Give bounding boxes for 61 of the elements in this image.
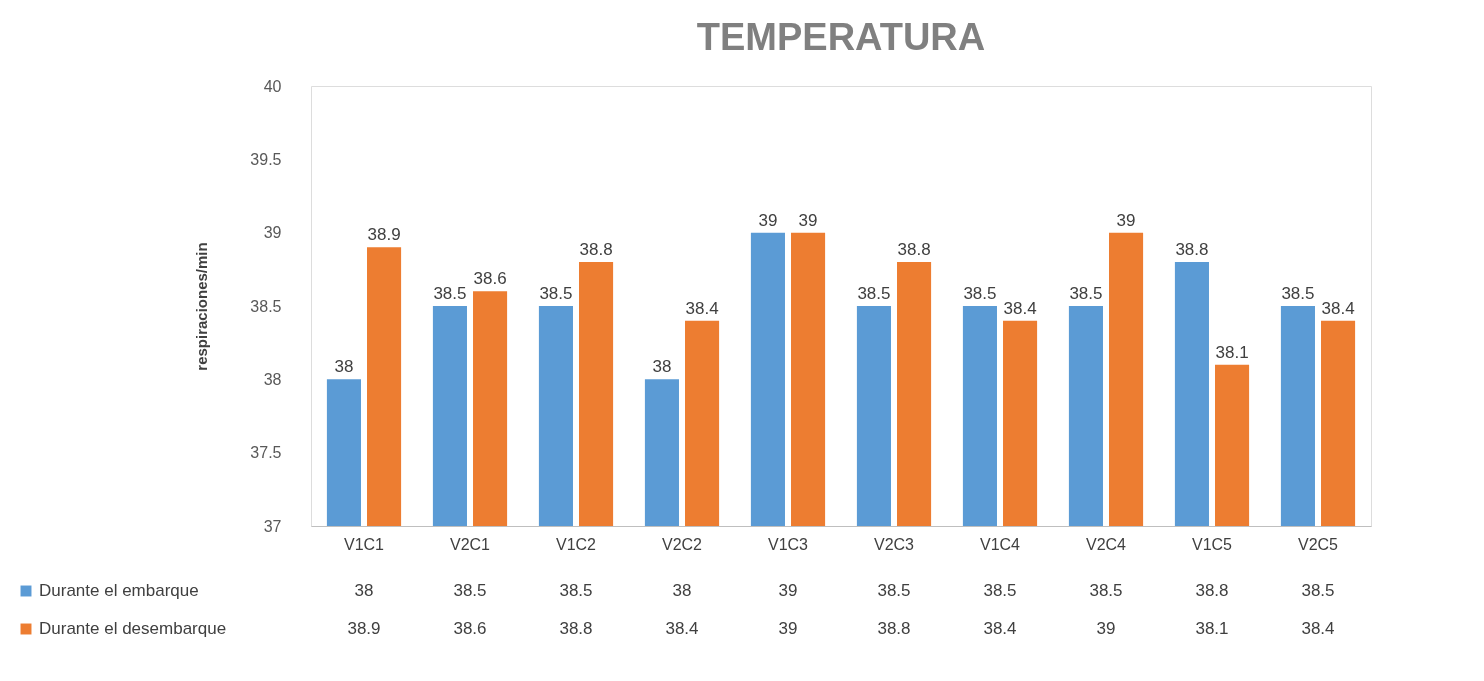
y-axis-title: respiraciones/min <box>193 242 211 371</box>
annotation: 39 <box>798 210 818 230</box>
annotation: 38.5 <box>539 284 573 303</box>
chart-title: TEMPERATURA <box>696 16 986 58</box>
annotation: 38.6 <box>473 269 507 289</box>
y-tick-label: 39.5 <box>250 150 282 168</box>
y-tick-label: 38.5 <box>250 297 282 315</box>
data-label: 38.5 <box>877 581 911 600</box>
annotation: 38.4 <box>1003 298 1037 318</box>
data-label: 38.9 <box>347 619 381 638</box>
annotation: 38.5 <box>433 284 467 303</box>
x-tick-label: V1C3 <box>767 535 809 553</box>
y-tick-label: 39 <box>263 224 282 242</box>
data-label: 38.6 <box>453 619 487 638</box>
annotation: 38 <box>334 357 354 377</box>
data-label: 38.4 <box>1301 619 1335 638</box>
y-tick-label: 40 <box>263 77 282 95</box>
data-label: 38.5 <box>1301 581 1335 600</box>
annotation: 38.5 <box>1069 284 1103 303</box>
annotation: 38.5 <box>857 284 891 303</box>
data-label: 38.4 <box>665 619 699 638</box>
annotation: 38.9 <box>367 225 401 245</box>
data-label: 38.5 <box>1089 581 1123 600</box>
data-label: 38.8 <box>877 619 911 638</box>
annotation: 39 <box>758 210 778 230</box>
annotation: 38.4 <box>1321 298 1355 318</box>
x-tick-label: V2C1 <box>449 535 491 553</box>
legend-label: Durante el desembarque <box>39 619 227 638</box>
x-tick-label: V1C5 <box>1191 535 1233 553</box>
data-label: 38.5 <box>983 581 1017 600</box>
data-label: 39 <box>778 581 798 600</box>
annotation: 38 <box>652 357 672 377</box>
x-tick-label: V2C5 <box>1297 535 1339 553</box>
data-label: 38.5 <box>453 581 487 600</box>
x-tick-label: V1C1 <box>343 535 385 553</box>
data-label: 38.5 <box>559 581 593 600</box>
data-label: 39 <box>1096 619 1116 638</box>
y-tick-label: 37 <box>263 517 282 535</box>
annotation: 38.4 <box>685 298 719 318</box>
annotation: 38.5 <box>963 284 997 303</box>
y-tick-label: 38 <box>263 370 282 388</box>
y-tick-label: 37.5 <box>250 444 282 462</box>
annotation: 38.1 <box>1215 342 1249 362</box>
data-label: 39 <box>778 619 798 638</box>
data-label: 38 <box>672 581 692 600</box>
data-label: 38.8 <box>559 619 593 638</box>
x-tick-label: V1C4 <box>979 535 1021 553</box>
legend-label: Durante el embarque <box>39 581 199 600</box>
x-tick-label: V2C4 <box>1085 535 1127 553</box>
annotation: 38.8 <box>1175 240 1209 259</box>
x-tick-label: V1C2 <box>555 535 597 553</box>
x-tick-label: V2C3 <box>873 535 915 553</box>
data-label: 38 <box>354 581 374 600</box>
data-label: 38.4 <box>983 619 1017 638</box>
annotation: 38.8 <box>579 240 613 259</box>
x-tick-label: V2C2 <box>661 535 703 553</box>
annotation: 38.8 <box>897 240 931 259</box>
data-label: 38.8 <box>1195 581 1229 600</box>
data-label: 38.1 <box>1195 619 1229 638</box>
annotation: 38.5 <box>1281 284 1315 303</box>
annotation: 39 <box>1116 210 1136 230</box>
